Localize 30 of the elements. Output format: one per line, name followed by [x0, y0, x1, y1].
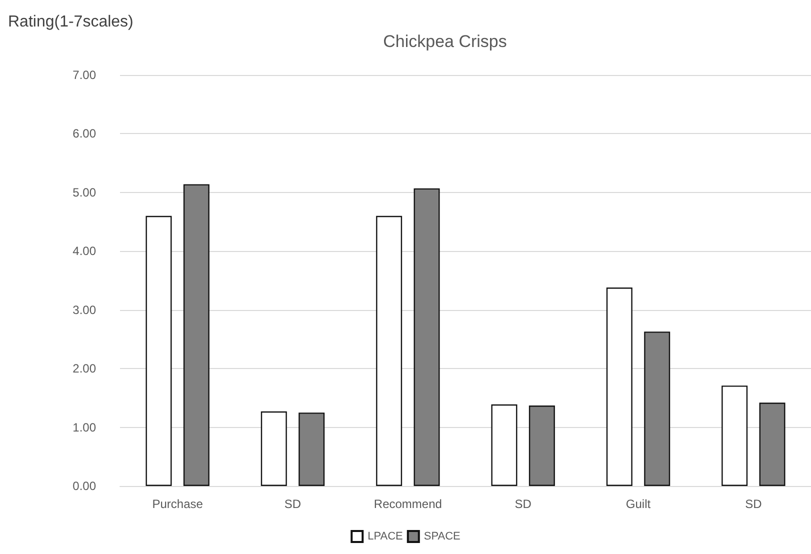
- y-tick-label: 6.00: [72, 126, 96, 141]
- y-tick-label: 5.00: [72, 185, 96, 200]
- x-tick-label: SD: [284, 497, 302, 511]
- bar: [146, 216, 172, 486]
- y-axis-title: Rating(1-7scales): [8, 14, 134, 30]
- x-tick-label: SD: [745, 497, 762, 511]
- y-tick-label: 2.00: [72, 362, 96, 376]
- x-tick-label: Purchase: [152, 497, 204, 511]
- chart-title: Chickpea Crisps: [383, 32, 507, 51]
- bar: [491, 404, 518, 486]
- legend-label: LPACE: [368, 530, 403, 542]
- y-tick-label: 3.00: [72, 302, 96, 317]
- bar: [183, 184, 210, 486]
- bar: [298, 412, 325, 486]
- bar: [260, 411, 287, 486]
- bar: [376, 216, 402, 486]
- x-tick-label: Recommend: [374, 497, 442, 511]
- y-tick-label: 1.00: [72, 420, 96, 434]
- x-tick-label: SD: [514, 497, 532, 511]
- bar: [759, 402, 786, 486]
- bar: [606, 288, 632, 486]
- y-tick-label: 4.00: [72, 244, 96, 258]
- y-tick-label: 0.00: [72, 479, 96, 493]
- bar: [528, 406, 555, 486]
- bar: [414, 188, 440, 486]
- y-tick-label: 7.00: [72, 68, 96, 82]
- bar: [722, 386, 748, 486]
- legend-label: SPACE: [424, 530, 460, 542]
- bar: [644, 332, 670, 486]
- x-tick-label: Guilt: [626, 497, 652, 511]
